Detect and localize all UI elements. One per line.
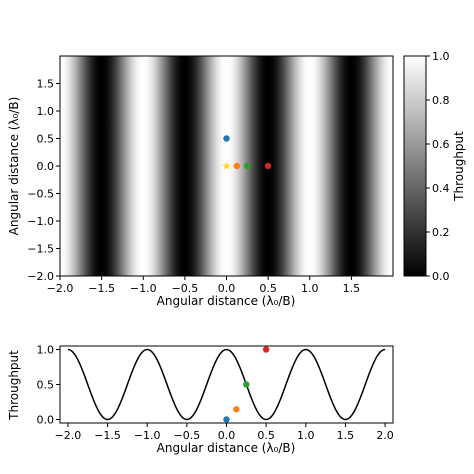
line-plot-x-ticks: −2.0 −1.5 −1.0 −0.5 0.0 0.5 1.0 1.5 2.0	[55, 423, 394, 442]
heatmap-x-tick-label: −0.5	[172, 282, 199, 295]
line-plot-x-tick-label: 1.5	[337, 429, 355, 442]
heatmap-panel: −2.0 −1.5 −1.0 −0.5 0.0 0.5 1.0 1.5 −2.0 −1.5 −1.…	[7, 55, 394, 308]
colorbar-tick-label: 0.4	[432, 182, 450, 195]
colorbar-tick-label: 0.2	[432, 226, 450, 239]
line-plot-panel: −2.0 −1.5 −1.0 −0.5 0.0 0.5 1.0 1.5 2.0 0.0 0.5 1.…	[7, 344, 394, 456]
throughput-curve	[67, 348, 386, 421]
line-plot-point	[243, 381, 250, 388]
heatmap-markers	[222, 135, 272, 170]
heatmap-x-tick-label: 1.5	[343, 282, 361, 295]
heatmap-x-tick-label: −1.5	[88, 282, 115, 295]
heatmap-y-tick-label: 1.5	[37, 78, 55, 91]
heatmap-y-ticks: −2.0 −1.5 −1.0 −0.5 0.0 0.5 1.0 1.5	[27, 78, 60, 283]
colorbar-label: Throughput	[452, 131, 466, 202]
colorbar-tick-label: 0.8	[432, 94, 450, 107]
line-plot-y-axis-label: Throughput	[7, 350, 21, 421]
heatmap-x-tick-label: 0.5	[259, 282, 277, 295]
heatmap-marker-point	[264, 162, 272, 170]
heatmap-y-tick-label: 1.0	[37, 105, 55, 118]
line-plot-x-tick-label: −0.5	[173, 429, 200, 442]
colorbar-ticks: 0.0 0.2 0.4 0.6 0.8 1.0	[426, 50, 450, 283]
heatmap-y-tick-label: −2.0	[27, 270, 54, 283]
colorbar-gradient-rect	[404, 56, 426, 276]
heatmap-y-tick-label: 0.0	[37, 160, 55, 173]
line-plot-point	[262, 346, 270, 353]
heatmap-y-axis-label: Angular distance (λ₀/B)	[7, 97, 21, 236]
line-plot-x-axis-label: Angular distance (λ₀/B)	[157, 441, 296, 455]
heatmap-marker-point	[244, 162, 251, 170]
line-plot-points	[223, 346, 270, 423]
line-plot-point	[223, 416, 230, 423]
line-plot-x-tick-label: 1.0	[297, 429, 315, 442]
heatmap-marker-star	[222, 161, 231, 170]
heatmap-x-tick-label: −1.0	[130, 282, 157, 295]
heatmap-marker-point	[223, 135, 230, 142]
heatmap-marker-point	[233, 162, 241, 170]
line-plot-x-tick-label: −1.0	[134, 429, 161, 442]
colorbar-tick-label: 0.0	[432, 270, 450, 283]
line-plot-point	[233, 406, 240, 413]
heatmap-y-tick-label: 0.5	[37, 133, 55, 146]
line-plot-x-tick-label: 0.0	[218, 429, 236, 442]
colorbar: 0.0 0.2 0.4 0.6 0.8 1.0 Throughput	[403, 50, 466, 283]
line-plot-x-tick-label: 0.5	[257, 429, 275, 442]
heatmap-x-ticks: −2.0 −1.5 −1.0 −0.5 0.0 0.5 1.0 1.5	[47, 276, 360, 295]
heatmap-x-axis-label: Angular distance (λ₀/B)	[157, 294, 296, 308]
line-plot-y-tick-label: 1.0	[37, 344, 55, 357]
heatmap-x-tick-label: −2.0	[47, 282, 74, 295]
line-plot-x-tick-label: 2.0	[376, 429, 394, 442]
heatmap-x-tick-label: 0.0	[218, 282, 236, 295]
line-plot-x-tick-label: −2.0	[55, 429, 82, 442]
colorbar-tick-label: 0.6	[432, 138, 450, 151]
line-plot-y-tick-label: 0.0	[37, 414, 55, 427]
heatmap-y-tick-label: −0.5	[27, 188, 54, 201]
heatmap-x-tick-label: 1.0	[301, 282, 319, 295]
line-plot-x-tick-label: −1.5	[94, 429, 121, 442]
line-plot-y-tick-label: 0.5	[37, 379, 55, 392]
heatmap-y-tick-label: −1.0	[27, 215, 54, 228]
line-plot-y-ticks: 0.0 0.5 1.0	[37, 344, 60, 427]
colorbar-tick-label: 1.0	[432, 50, 450, 63]
line-plot-frame	[59, 345, 394, 424]
colorbar-frame	[403, 55, 427, 277]
heatmap-y-tick-label: −1.5	[27, 243, 54, 256]
